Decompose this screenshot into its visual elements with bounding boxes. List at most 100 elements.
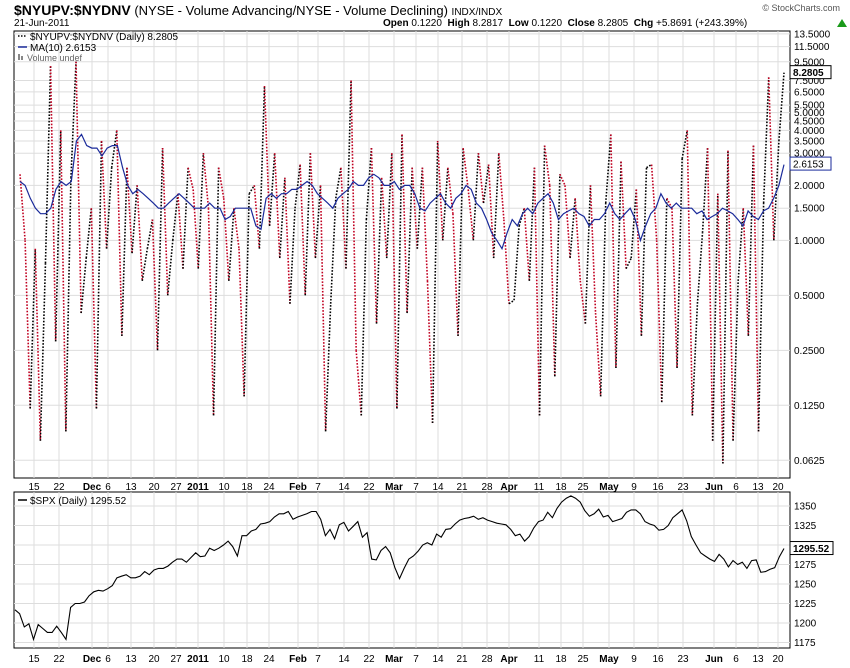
y-tick-label: 1275 [794, 560, 817, 571]
ratio-segment [39, 263, 47, 441]
ratio-segment [579, 280, 587, 324]
ratio-segment [513, 225, 520, 301]
ratio-segment [574, 198, 582, 281]
ratio-segment [105, 167, 113, 249]
close-label: Close [567, 18, 595, 29]
x-tick-label: 23 [677, 482, 689, 493]
ratio-segment [477, 153, 485, 204]
ratio-segment [355, 350, 363, 416]
x-tick-label: 6 [105, 654, 111, 665]
x-tick-label: 18 [241, 482, 253, 493]
y-tick-label: 1200 [794, 619, 817, 630]
ratio-segment [538, 145, 546, 416]
ratio-segment [396, 134, 403, 409]
x-tick-label: Dec [83, 482, 102, 493]
x-tick-label: Jun [705, 482, 723, 493]
ratio-segment [635, 189, 643, 336]
legend-spx: $SPX (Daily) 1295.52 [30, 496, 127, 507]
x-tick-label: 18 [241, 654, 253, 665]
ratio-segment [487, 164, 495, 259]
y-tick-label: 11.5000 [794, 42, 830, 53]
ratio-segment [681, 130, 689, 159]
ratio-segment [564, 185, 571, 259]
x-tick-label: 11 [534, 654, 545, 665]
y-tick-label: 1175 [794, 638, 816, 649]
symbol-description: (NYSE - Volume Advancing/NYSE - Volume D… [134, 3, 448, 18]
close-value: 8.2805 [597, 18, 629, 29]
ratio-segment [401, 134, 408, 314]
x-tick-label: Mar [385, 482, 403, 493]
ratio-segment [646, 163, 652, 169]
x-tick-label: Jun [705, 654, 723, 665]
ratio-segment [462, 147, 470, 190]
x-tick-label: 10 [218, 654, 230, 665]
x-tick-label: 15 [28, 482, 40, 493]
ratio-segment [238, 248, 245, 397]
x-tick-label: 24 [263, 482, 275, 493]
ratio-segment [278, 177, 286, 259]
spx-last-value-label: 1295.52 [793, 544, 830, 555]
ratio-segment [100, 140, 108, 249]
ratio-segment [370, 148, 378, 324]
ratio-segment [426, 280, 434, 424]
y-tick-label: 4.0000 [794, 126, 825, 137]
ratio-segment [584, 185, 592, 324]
ratio-segment [187, 167, 194, 190]
x-tick-label: 22 [363, 654, 375, 665]
ratio-segment [655, 240, 663, 403]
ratio-segment [166, 240, 174, 296]
high-label: High [447, 18, 470, 29]
legend-ma: MA(10) 2.6153 [30, 43, 97, 54]
x-tick-label: 7 [413, 482, 419, 493]
open-value: 0.1220 [411, 18, 442, 29]
symbol-label: $NYUPV:$NYDNV [14, 2, 131, 18]
y-tick-label: 6.5000 [794, 87, 825, 98]
x-tick-label: 20 [772, 654, 784, 665]
ratio-segment [691, 303, 699, 416]
open-label: Open [383, 18, 409, 29]
spx-line [14, 495, 785, 642]
y-tick-label: 3.5000 [794, 136, 825, 147]
ratio-segment [457, 148, 464, 336]
ratio-segment [299, 164, 307, 296]
ratio-segment [294, 164, 301, 209]
y-tick-label: 0.0625 [794, 456, 825, 467]
x-tick-label: 27 [170, 654, 182, 665]
x-tick-label: 25 [577, 482, 589, 493]
ratio-segment [151, 219, 159, 351]
x-tick-label: May [599, 482, 619, 493]
chg-label: Chg [633, 18, 654, 29]
y-tick-label: 0.2500 [794, 346, 825, 357]
y-tick-label: 9.5000 [794, 57, 825, 68]
ratio-segment [115, 130, 123, 336]
ratio-segment [207, 208, 215, 416]
ratio-segment [503, 219, 510, 304]
up-arrow-icon [837, 19, 847, 27]
ratio-segment [319, 185, 327, 432]
ratio-segment [345, 80, 352, 269]
last-value-label: 8.2805 [793, 68, 824, 79]
ratio-segment [44, 66, 52, 264]
y-tick-label: 2.0000 [794, 181, 825, 192]
ratio-segment [19, 174, 26, 241]
x-tick-label: Dec [83, 654, 102, 665]
x-tick-label: 28 [481, 654, 493, 665]
x-tick-label: 13 [752, 654, 764, 665]
y-tick-label: 5.0000 [794, 108, 825, 119]
ratio-segment [263, 85, 271, 226]
ratio-segment [701, 148, 709, 233]
ratio-segment [711, 193, 719, 441]
ratio-segment [467, 189, 475, 241]
x-tick-label: 6 [733, 482, 739, 493]
chart-date: 21-Jun-2011 [14, 18, 70, 29]
x-tick-label: 11 [534, 482, 545, 493]
x-tick-label: 16 [652, 654, 664, 665]
x-tick-label: 14 [338, 482, 350, 493]
x-tick-label: 10 [218, 482, 230, 493]
x-tick-label: 21 [456, 482, 468, 493]
x-tick-label: 22 [53, 654, 65, 665]
brand-logo[interactable]: © StockCharts.com [762, 3, 840, 13]
ratio-segment [757, 203, 765, 432]
